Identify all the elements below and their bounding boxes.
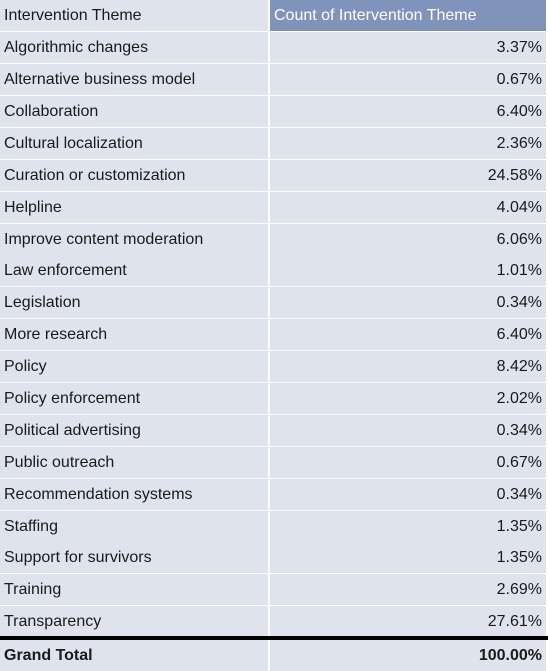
table-row: Training 2.69% xyxy=(0,574,548,605)
row-label[interactable]: Algorithmic changes xyxy=(0,32,268,63)
table-row: Transparency 27.61% xyxy=(0,606,548,637)
row-value[interactable]: 1.35% xyxy=(270,511,546,542)
row-label[interactable]: Recommendation systems xyxy=(0,479,268,510)
table-row: Staffing 1.35% xyxy=(0,511,548,542)
table-row: Public outreach 0.67% xyxy=(0,447,548,478)
table-row: Law enforcement 1.01% xyxy=(0,255,548,286)
row-label[interactable]: Cultural localization xyxy=(0,128,268,159)
grand-total-divider xyxy=(0,636,548,640)
row-value[interactable]: 2.36% xyxy=(270,128,546,159)
table-row: Collaboration 6.40% xyxy=(0,96,548,127)
grand-total-row: Grand Total 100.00% xyxy=(0,640,548,671)
header-intervention-theme[interactable]: Intervention Theme xyxy=(0,0,268,31)
row-label[interactable]: Policy xyxy=(0,351,268,382)
row-label[interactable]: Support for survivors xyxy=(0,542,268,573)
row-value[interactable]: 8.42% xyxy=(270,351,546,382)
grand-total-value[interactable]: 100.00% xyxy=(270,640,546,671)
row-value[interactable]: 1.35% xyxy=(270,542,546,573)
row-label[interactable]: Policy enforcement xyxy=(0,383,268,414)
table-row: Policy 8.42% xyxy=(0,351,548,382)
row-label[interactable]: More research xyxy=(0,319,268,350)
header-row: Intervention Theme Count of Intervention… xyxy=(0,0,548,31)
row-label[interactable]: Curation or customization xyxy=(0,160,268,191)
table-row: Improve content moderation 6.06% xyxy=(0,224,548,255)
table-row: More research 6.40% xyxy=(0,319,548,350)
row-label[interactable]: Legislation xyxy=(0,287,268,318)
row-value[interactable]: 6.06% xyxy=(270,224,546,255)
table-row: Alternative business model 0.67% xyxy=(0,64,548,95)
row-value[interactable]: 6.40% xyxy=(270,319,546,350)
table-row: Curation or customization 24.58% xyxy=(0,160,548,191)
row-value[interactable]: 4.04% xyxy=(270,192,546,223)
table-row: Algorithmic changes 3.37% xyxy=(0,32,548,63)
row-label[interactable]: Transparency xyxy=(0,606,268,637)
row-value[interactable]: 3.37% xyxy=(270,32,546,63)
row-label[interactable]: Training xyxy=(0,574,268,605)
table-row: Helpline 4.04% xyxy=(0,192,548,223)
row-value[interactable]: 2.69% xyxy=(270,574,546,605)
row-value[interactable]: 24.58% xyxy=(270,160,546,191)
table-row: Recommendation systems 0.34% xyxy=(0,479,548,510)
row-label[interactable]: Staffing xyxy=(0,511,268,542)
row-value[interactable]: 0.34% xyxy=(270,479,546,510)
row-value[interactable]: 0.67% xyxy=(270,64,546,95)
table-row: Support for survivors 1.35% xyxy=(0,542,548,573)
row-label[interactable]: Public outreach xyxy=(0,447,268,478)
table-row: Policy enforcement 2.02% xyxy=(0,383,548,414)
header-count-of-intervention-theme[interactable]: Count of Intervention Theme xyxy=(270,0,546,31)
row-value[interactable]: 27.61% xyxy=(270,606,546,637)
table-row: Political advertising 0.34% xyxy=(0,415,548,446)
row-label[interactable]: Law enforcement xyxy=(0,255,268,286)
table-row: Cultural localization 2.36% xyxy=(0,128,548,159)
table-row: Legislation 0.34% xyxy=(0,287,548,318)
row-value[interactable]: 0.34% xyxy=(270,415,546,446)
row-value[interactable]: 0.34% xyxy=(270,287,546,318)
row-label[interactable]: Political advertising xyxy=(0,415,268,446)
grand-total-label[interactable]: Grand Total xyxy=(0,640,268,671)
row-label[interactable]: Alternative business model xyxy=(0,64,268,95)
row-label[interactable]: Collaboration xyxy=(0,96,268,127)
row-value[interactable]: 1.01% xyxy=(270,255,546,286)
row-label[interactable]: Helpline xyxy=(0,192,268,223)
row-value[interactable]: 6.40% xyxy=(270,96,546,127)
row-label[interactable]: Improve content moderation xyxy=(0,224,268,255)
row-value[interactable]: 2.02% xyxy=(270,383,546,414)
row-value[interactable]: 0.67% xyxy=(270,447,546,478)
